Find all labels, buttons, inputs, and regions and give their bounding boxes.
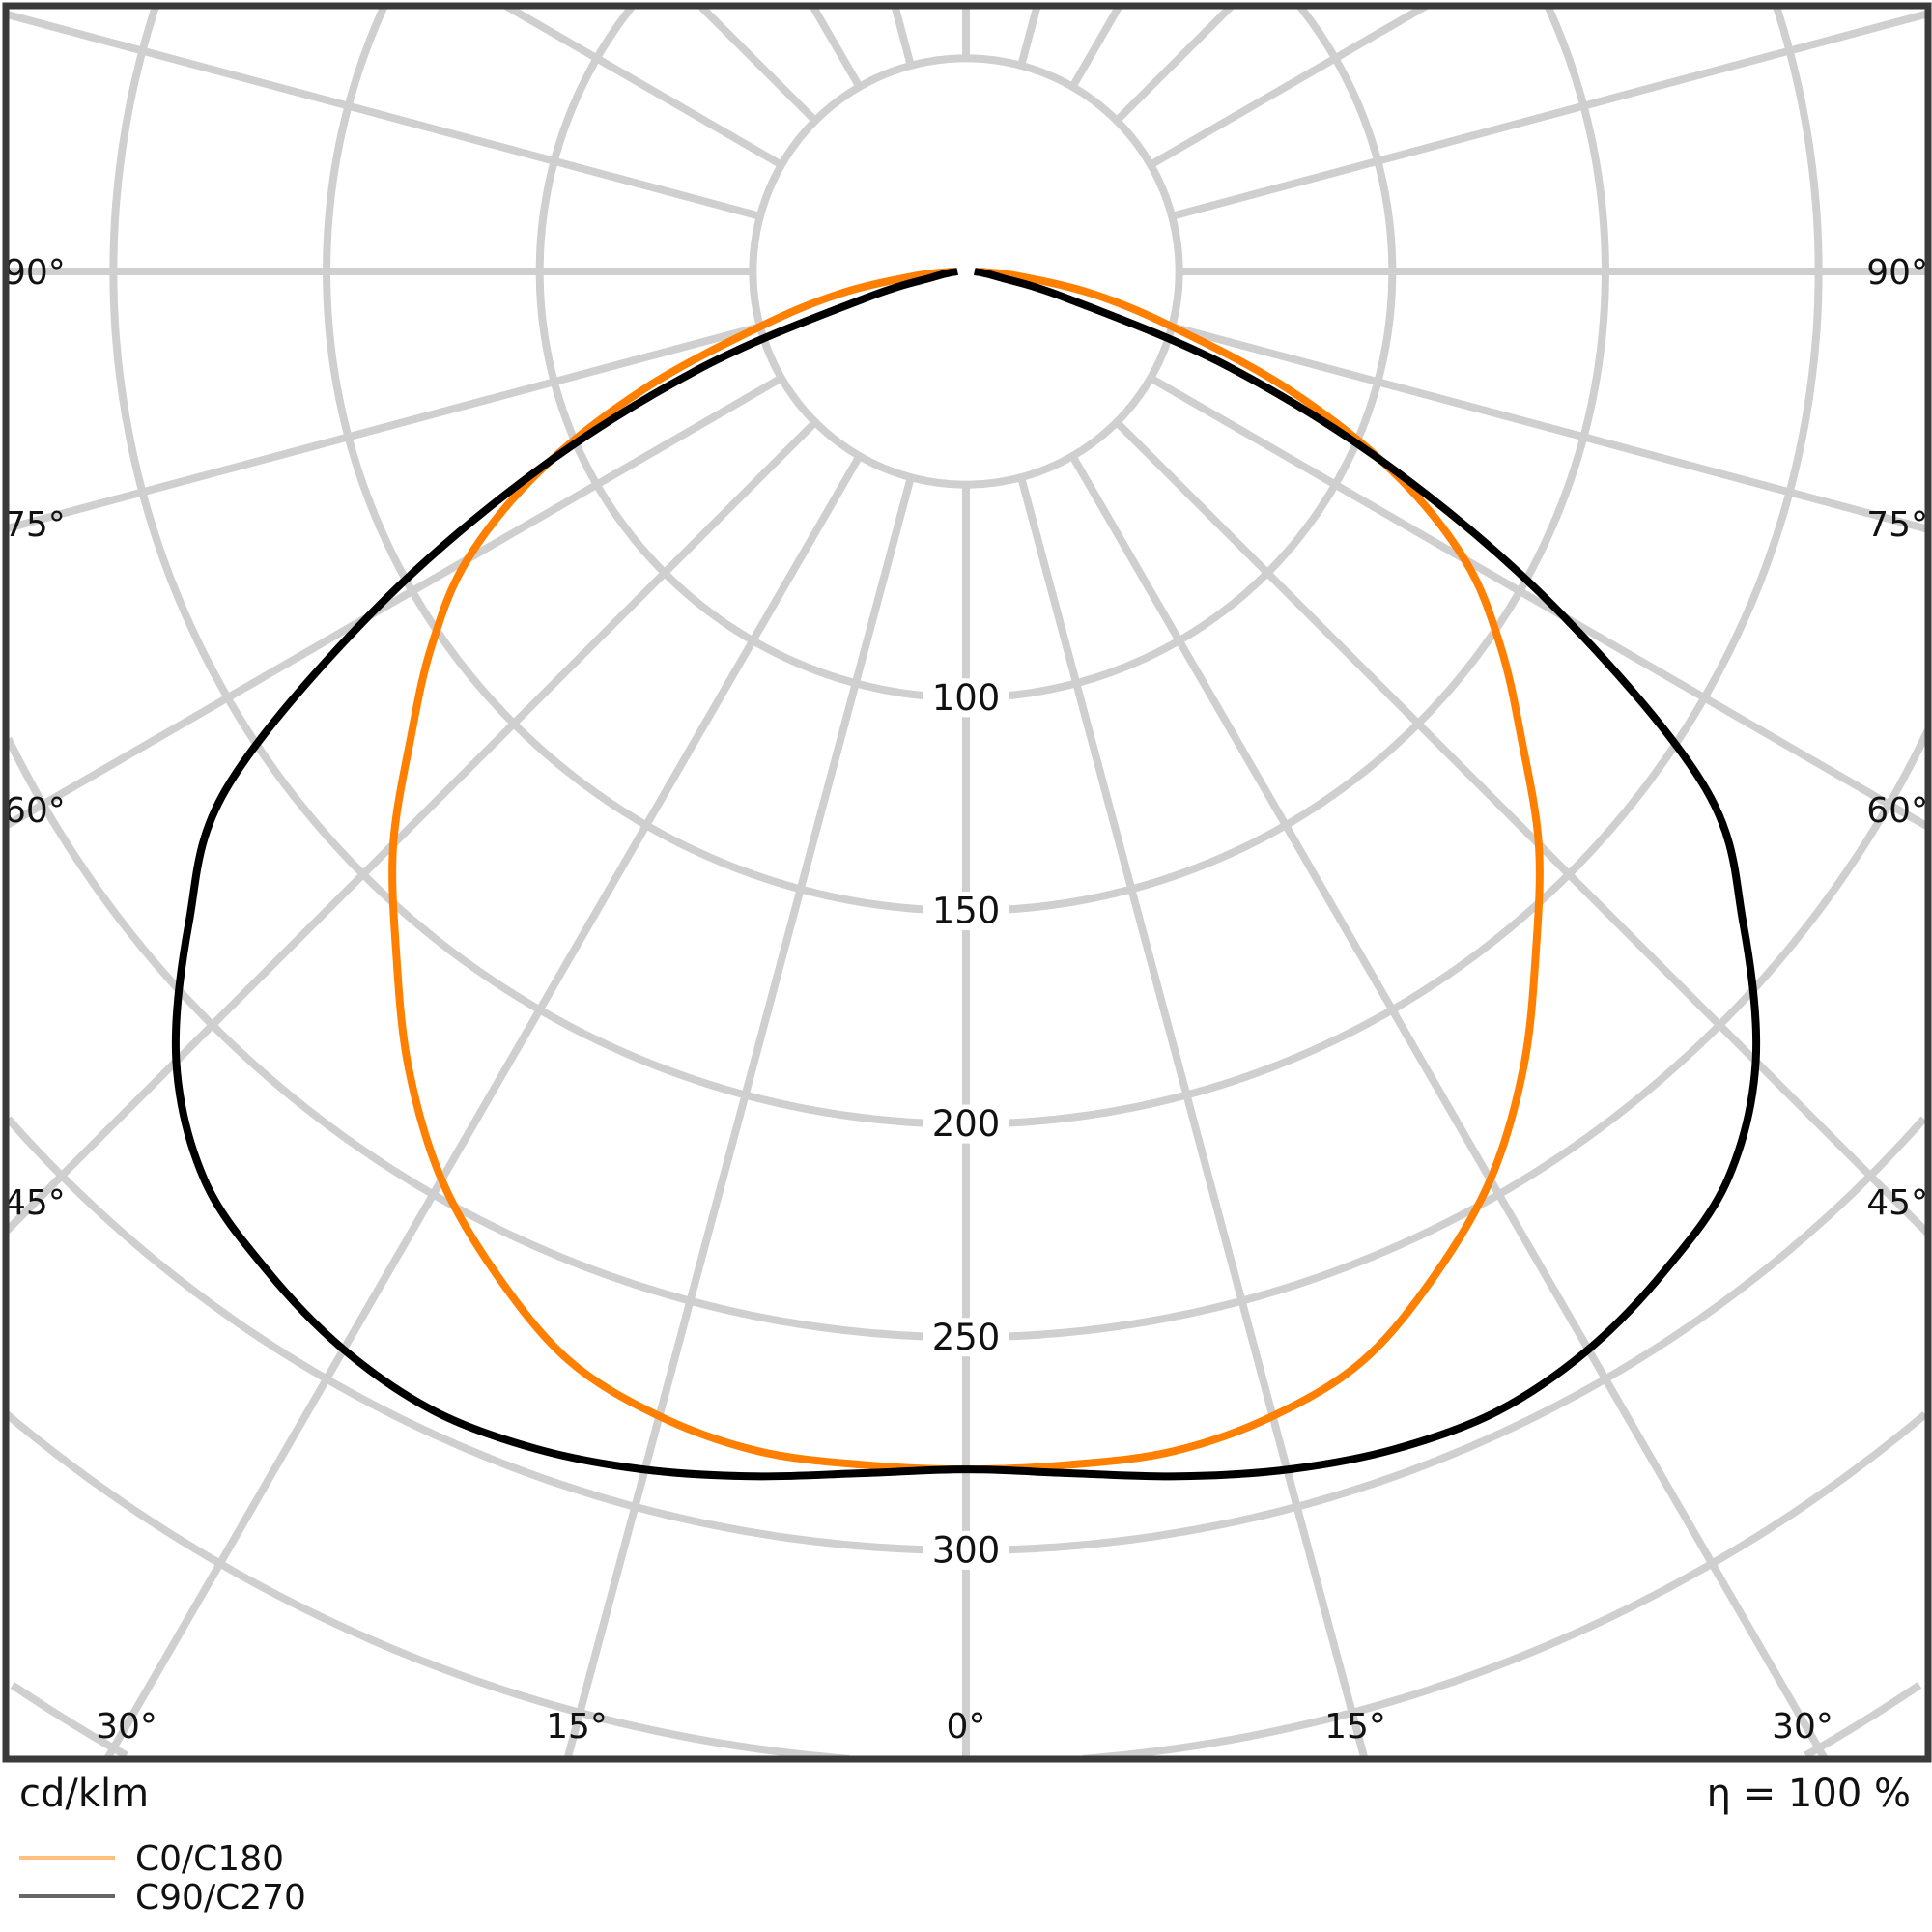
angle-label-right: 75° — [1866, 505, 1928, 545]
legend: C0/C180 C90/C270 — [19, 1839, 306, 1918]
legend-label-c0: C0/C180 — [135, 1839, 284, 1879]
grid-spoke — [809, 6, 864, 89]
angle-label-right: 45° — [1866, 1183, 1928, 1223]
grid-spoke — [1017, 6, 1041, 67]
angle-label-bottom: 15° — [1324, 1707, 1386, 1747]
grid-spoke — [1068, 454, 1829, 1759]
angle-label-left: 45° — [4, 1183, 66, 1223]
grid-spoke — [1068, 6, 1123, 89]
grid-ring — [6, 1116, 1927, 1554]
grid-spoke — [6, 419, 818, 1235]
unit-label: cd/klm — [19, 1772, 149, 1816]
radial-tick-labels: 100 150 200 250 300 — [923, 677, 1009, 1571]
curves — [171, 268, 1761, 1481]
angle-tick-labels: 90° 90° 75° 75° 60° 60° 45° 45° 30° 15° 0° 15° 30° — [4, 253, 1928, 1747]
grid-spoke — [1114, 419, 1928, 1236]
radial-tick-label: 250 — [932, 1317, 1001, 1358]
legend-label-c90: C90/C270 — [135, 1878, 306, 1918]
radial-label-bg — [923, 1104, 1009, 1144]
polar-grid — [6, 6, 1928, 1759]
plot-frame — [2, 2, 1932, 1763]
radial-tick-label: 150 — [932, 890, 1001, 931]
grid-ring — [535, 6, 1397, 702]
grid-ring — [6, 728, 1928, 1342]
angle-label-left: 60° — [4, 791, 66, 831]
radial-tick-label: 300 — [932, 1529, 1001, 1571]
radial-tick-label: 200 — [932, 1103, 1001, 1145]
grid-spoke — [1149, 6, 1429, 169]
angle-label-bottom: 30° — [1772, 1707, 1833, 1747]
grid-spoke — [503, 6, 783, 169]
angle-label-bottom: 30° — [96, 1707, 157, 1747]
grid-spoke — [103, 454, 864, 1759]
angle-label-left: 90° — [4, 253, 66, 293]
series-curve-c90-c270 — [171, 268, 1761, 1481]
grid-spoke — [1114, 6, 1235, 124]
radial-label-bg — [923, 678, 1009, 718]
angle-label-bottom: 15° — [546, 1707, 608, 1747]
grid-spoke — [891, 6, 915, 67]
grid-spoke — [1149, 374, 1928, 831]
grid-ring — [322, 6, 1610, 915]
grid-ring — [749, 54, 1183, 489]
grid-spoke — [6, 374, 783, 830]
grid-spoke — [6, 10, 761, 220]
angle-label-left: 75° — [4, 505, 66, 545]
grid-spoke — [1171, 10, 1928, 220]
grid-spoke — [697, 6, 818, 124]
radial-label-bg — [923, 1318, 1009, 1357]
efficiency-label: η = 100 % — [1707, 1772, 1911, 1816]
grid-spoke — [1171, 323, 1928, 533]
radial-label-bg — [923, 1530, 1009, 1570]
grid-spoke — [563, 476, 915, 1759]
angle-label-right: 90° — [1866, 253, 1928, 293]
angle-label-bottom: 0° — [947, 1707, 986, 1747]
grid-spoke — [6, 323, 761, 533]
radial-tick-label: 100 — [932, 677, 1001, 719]
radial-label-bg — [923, 891, 1009, 930]
grid-ring — [10, 1682, 1922, 1759]
angle-label-right: 60° — [1866, 791, 1928, 831]
grid-ring — [6, 1411, 1928, 1759]
grid-spoke — [1017, 476, 1369, 1759]
